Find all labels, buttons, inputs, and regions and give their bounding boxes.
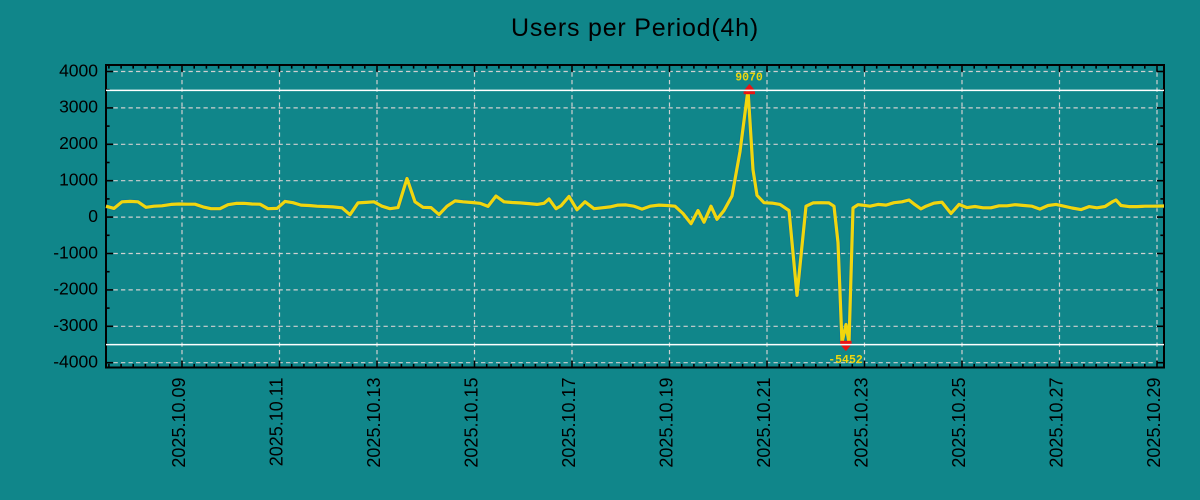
svg-text:2025.10.09: 2025.10.09 xyxy=(169,378,189,468)
svg-text:-3000: -3000 xyxy=(53,315,98,335)
svg-text:2025.10.27: 2025.10.27 xyxy=(1047,378,1067,468)
svg-text:0: 0 xyxy=(88,206,98,226)
svg-text:2025.10.25: 2025.10.25 xyxy=(949,378,969,468)
svg-text:4000: 4000 xyxy=(59,60,98,80)
svg-text:2025.10.29: 2025.10.29 xyxy=(1144,378,1164,468)
svg-text:Users per Period(4h): Users per Period(4h) xyxy=(511,14,759,42)
svg-text:2025.10.11: 2025.10.11 xyxy=(267,378,287,467)
svg-text:1000: 1000 xyxy=(59,170,98,190)
svg-text:2025.10.23: 2025.10.23 xyxy=(852,378,872,468)
svg-text:2025.10.21: 2025.10.21 xyxy=(754,378,774,468)
svg-text:2000: 2000 xyxy=(59,133,98,153)
svg-text:-4000: -4000 xyxy=(53,352,98,372)
svg-text:3000: 3000 xyxy=(59,97,98,117)
svg-text:-5452: -5452 xyxy=(828,354,863,367)
svg-text:2025.10.13: 2025.10.13 xyxy=(364,378,384,468)
svg-text:-1000: -1000 xyxy=(53,242,98,262)
svg-text:2025.10.17: 2025.10.17 xyxy=(559,378,579,468)
svg-text:9070: 9070 xyxy=(735,72,763,85)
svg-text:2025.10.19: 2025.10.19 xyxy=(657,378,677,468)
svg-text:2025.10.15: 2025.10.15 xyxy=(462,378,482,468)
svg-text:-2000: -2000 xyxy=(53,279,98,299)
